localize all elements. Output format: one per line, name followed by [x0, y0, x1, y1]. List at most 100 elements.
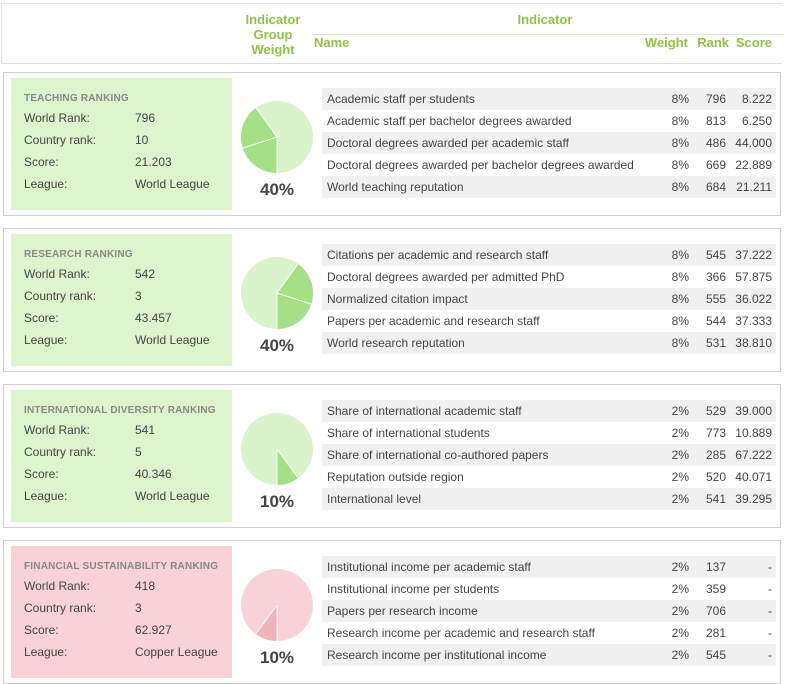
pie-highlight-slice [240, 107, 277, 173]
indicator-name: Academic staff per bachelor degrees awar… [327, 114, 572, 128]
indicator-score: 6.250 [741, 114, 772, 128]
indicator-weight: 8% [671, 292, 689, 306]
country-rank-value: 10 [135, 133, 149, 147]
indicator-score: 57.875 [735, 270, 772, 284]
country-rank-value: 3 [135, 289, 142, 303]
indicator-row: Doctoral degrees awarded per academic st… [322, 132, 776, 154]
indicator-weight: 8% [671, 158, 689, 172]
indicator-table: Academic staff per students 8% 796 8.222 Aca… [322, 88, 776, 198]
world-rank-value: 542 [135, 267, 156, 281]
indicator-row: Reputation outside region 2% 520 40.071 [322, 466, 776, 488]
indicator-name: World research reputation [327, 336, 465, 350]
pie-divider [255, 107, 278, 138]
indicator-rank: 813 [705, 114, 726, 128]
indicator-weight: 8% [671, 114, 689, 128]
indicator-rank: 285 [705, 448, 726, 462]
pie-divider [242, 136, 278, 149]
indicator-score: - [768, 648, 772, 662]
league-value: Copper League [135, 645, 218, 659]
ranking-section: FINANCIAL SUSTAINABILITY RANKING World Ra… [3, 540, 781, 684]
indicator-row: Papers per academic and research staff 8%… [322, 310, 776, 332]
weight-pie-chart [241, 569, 313, 641]
country-rank-label: Country rank: [24, 601, 97, 615]
ranking-title: RESEARCH RANKING [24, 249, 133, 260]
indicator-name: Institutional income per academic staff [327, 560, 531, 574]
indicator-row: Academic staff per bachelor degrees awar… [322, 110, 776, 132]
pie-divider [276, 292, 312, 305]
world-rank-label: World Rank: [24, 579, 90, 593]
pie-divider [276, 263, 299, 294]
ranking-summary: FINANCIAL SUSTAINABILITY RANKING World Ra… [11, 546, 232, 678]
weight-pie-chart [240, 101, 313, 173]
league-value: World League [135, 333, 210, 347]
header-indicator: Indicator [517, 12, 573, 27]
indicator-row: Share of international academic staff 2% 5… [322, 400, 776, 422]
pie-divider [276, 448, 299, 479]
indicator-rank: 669 [705, 158, 726, 172]
indicator-rank: 545 [705, 648, 726, 662]
indicator-row: Institutional income per academic staff 2… [322, 556, 776, 578]
weight-pie-chart [241, 413, 313, 485]
country-rank-value: 5 [135, 445, 142, 459]
indicator-rank: 796 [705, 92, 726, 106]
world-rank-value: 418 [135, 579, 156, 593]
pie-highlight-slice [277, 449, 299, 485]
indicator-weight: 2% [671, 492, 689, 506]
score-label: Score: [24, 155, 59, 169]
indicator-name: Academic staff per students [327, 92, 475, 106]
league-label: League: [24, 645, 68, 659]
indicator-rank: 544 [705, 314, 726, 328]
indicator-score: 8.222 [741, 92, 772, 106]
header-name: Name [314, 35, 350, 50]
pie-highlight-slice [277, 263, 313, 329]
indicator-rank: 541 [705, 492, 726, 506]
header-rule [1, 63, 782, 64]
group-weight-percent: 10% [259, 492, 295, 511]
weight-pie-chart [241, 257, 313, 329]
country-rank-label: Country rank: [24, 445, 97, 459]
header-rank: Rank [697, 35, 729, 50]
indicator-weight: 8% [671, 314, 689, 328]
indicator-weight: 2% [671, 448, 689, 462]
indicator-weight: 8% [671, 336, 689, 350]
header-score: Score [735, 35, 772, 50]
indicator-name: Research income per institutional income [327, 648, 547, 662]
indicator-score: 39.000 [735, 404, 772, 418]
indicator-rank: 531 [705, 336, 726, 350]
indicator-row: Institutional income per students 2% 359 - [322, 578, 776, 600]
pie-highlight-slice [255, 605, 277, 641]
league-label: League: [24, 489, 68, 503]
indicator-score: - [768, 560, 772, 574]
indicator-name: Doctoral degrees awarded per admitted Ph… [327, 270, 565, 284]
indicator-score: 10.889 [735, 426, 772, 440]
indicator-row: Academic staff per students 8% 796 8.222 [322, 88, 776, 110]
indicator-row: Research income per institutional income… [322, 644, 776, 666]
indicator-name: Share of international academic staff [327, 404, 522, 418]
indicator-weight: 8% [671, 248, 689, 262]
indicator-score: 39.295 [735, 492, 772, 506]
country-rank-value: 3 [135, 601, 142, 615]
world-rank-label: World Rank: [24, 423, 90, 437]
indicator-rank: 555 [705, 292, 726, 306]
indicator-rank: 281 [705, 626, 726, 640]
indicator-name: Papers per research income [327, 604, 478, 618]
indicator-name: Share of international students [327, 426, 490, 440]
indicator-name: Research income per academic and researc… [327, 626, 595, 640]
indicator-rank: 366 [705, 270, 726, 284]
indicator-rank: 137 [705, 560, 726, 574]
indicator-row: Share of international co-authored paper… [322, 444, 776, 466]
left-border [1, 3, 2, 63]
league-value: World League [135, 489, 210, 503]
indicator-weight: 8% [671, 180, 689, 194]
indicator-weight: 8% [671, 92, 689, 106]
group-weight-percent: 40% [259, 180, 295, 199]
indicator-weight: 2% [671, 648, 689, 662]
world-rank-value: 541 [135, 423, 156, 437]
indicator-name: Citations per academic and research staf… [327, 248, 549, 262]
indicator-name: Reputation outside region [327, 470, 464, 484]
indicator-rank: 529 [705, 404, 726, 418]
indicator-score: 40.071 [735, 470, 772, 484]
league-value: World League [135, 177, 210, 191]
indicator-row: Doctoral degrees awarded per bachelor de… [322, 154, 776, 176]
ranking-section: INTERNATIONAL DIVERSITY RANKING World Ran… [3, 384, 781, 528]
